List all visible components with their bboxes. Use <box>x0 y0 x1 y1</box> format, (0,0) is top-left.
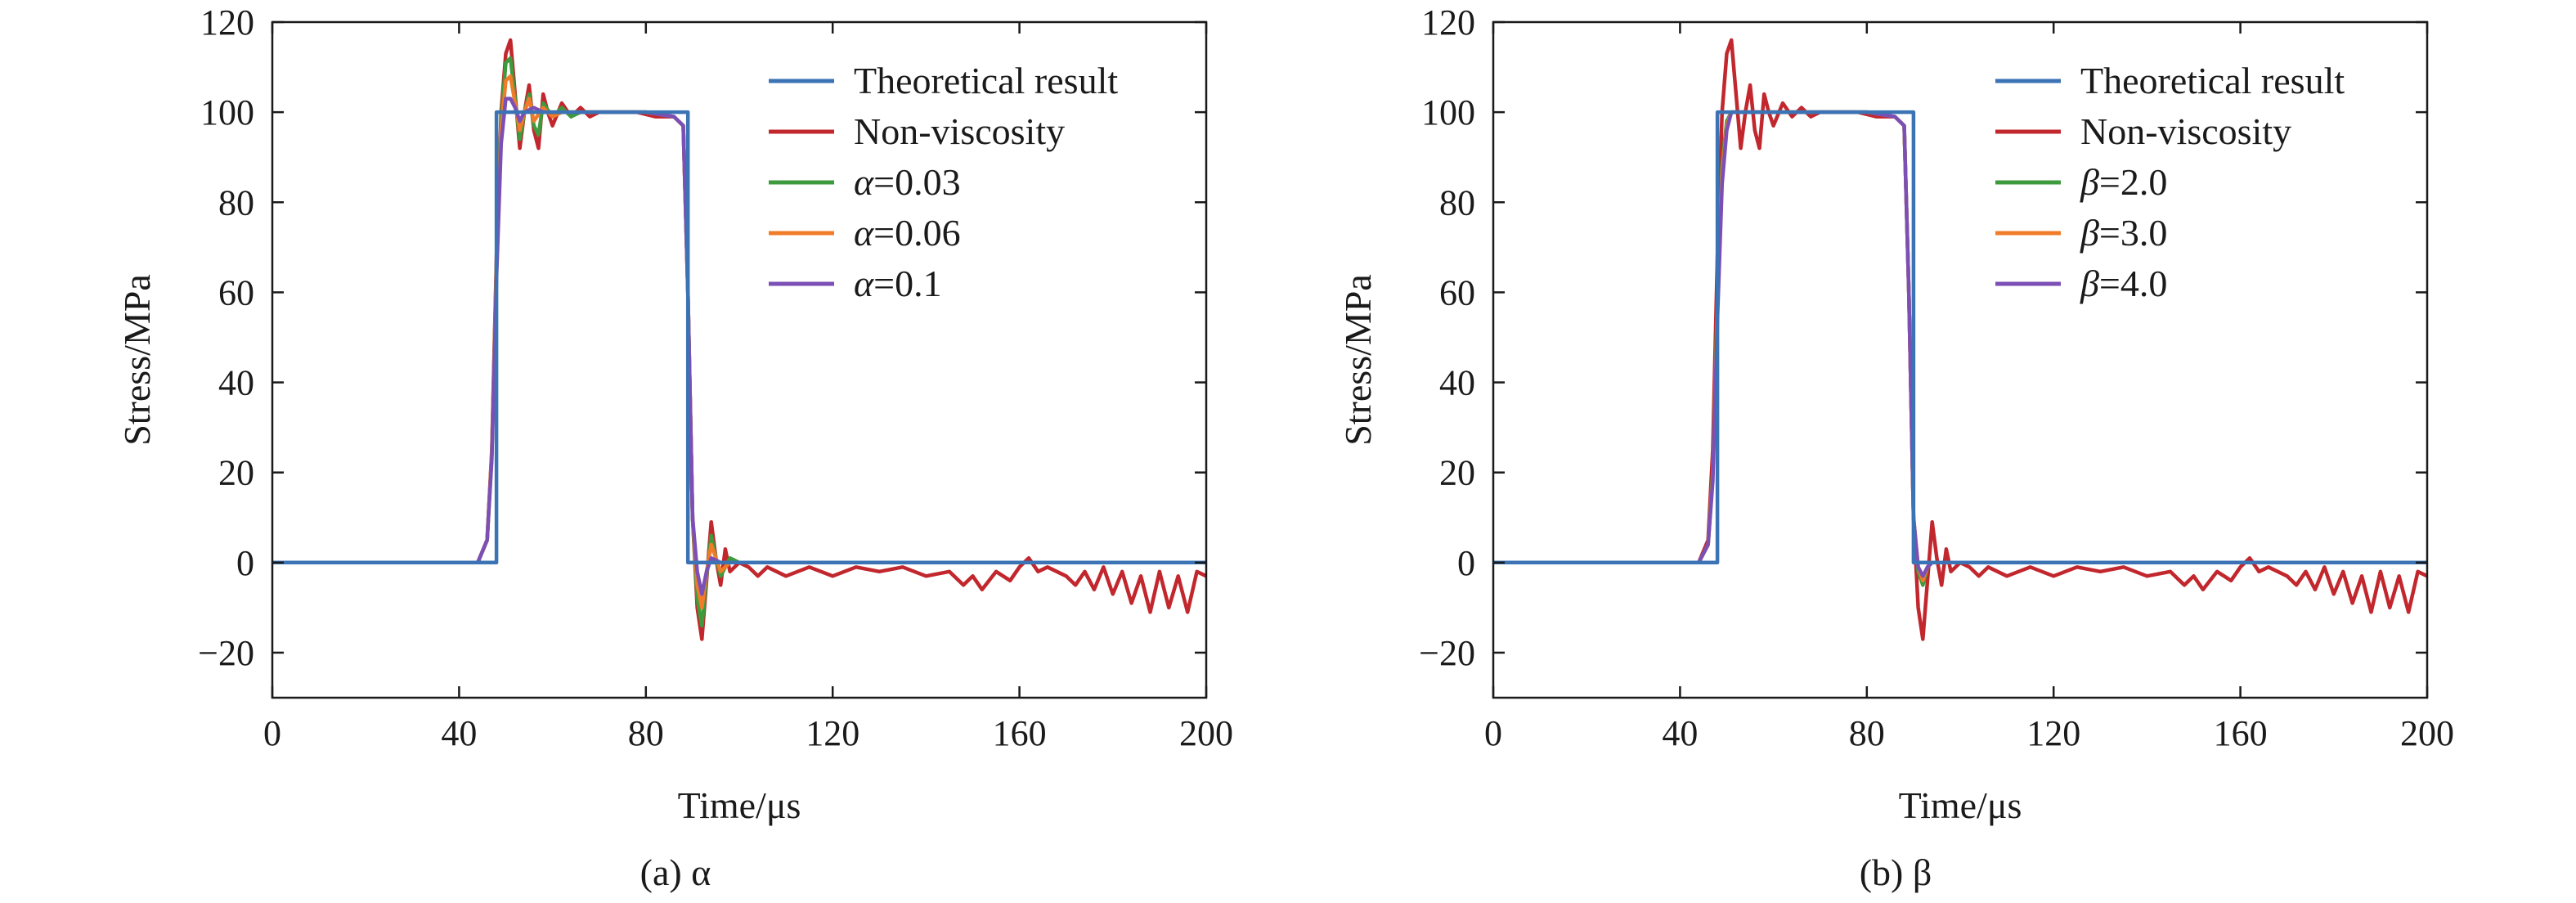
y-tick-label: 40 <box>1439 363 1475 403</box>
legend-entry: β=3.0 <box>2080 212 2167 254</box>
legend-entry: β=4.0 <box>2080 263 2167 304</box>
series-line-3 <box>272 56 1206 628</box>
legend-entry: Non-viscosity <box>854 110 1065 152</box>
legend-entry: Theoretical result <box>2080 60 2345 101</box>
x-tick-label: 160 <box>2214 713 2268 753</box>
y-tick-label: −20 <box>198 633 254 673</box>
series-line-1 <box>1493 110 2427 565</box>
legend-entry: β=2.0 <box>2080 161 2167 203</box>
y-tick-label: 120 <box>1421 2 1475 43</box>
series-line-4 <box>272 74 1206 610</box>
y-tick-label: −20 <box>1419 633 1475 673</box>
y-tick-label: 0 <box>1457 543 1475 583</box>
legend: Theoretical result Non-viscosity β=2.0 β=3.… <box>1995 60 2345 304</box>
y-tick-label: 60 <box>1439 272 1475 312</box>
y-tick-label: 20 <box>1439 453 1475 493</box>
plot-area <box>1493 38 2427 641</box>
x-tick-label: 40 <box>441 713 477 753</box>
legend-entry: α=0.1 <box>854 263 942 304</box>
x-axis-label: Time/μs <box>1899 784 2022 826</box>
y-tick-label: 80 <box>1439 182 1475 222</box>
plot-frame <box>1492 20 2429 699</box>
x-tick-label: 80 <box>628 713 664 753</box>
y-axis-label: Stress/MPa <box>1337 274 1379 446</box>
y-tick-label: 80 <box>218 182 254 222</box>
series-line-3 <box>1493 110 2427 587</box>
y-tick-label: 100 <box>200 92 254 133</box>
y-tick-label: 40 <box>218 363 254 403</box>
series-line-1 <box>272 110 1206 565</box>
series-line-4 <box>1493 110 2427 583</box>
y-tick-label: 100 <box>1421 92 1475 133</box>
plot-area <box>272 38 1206 641</box>
series-line-5 <box>272 97 1206 596</box>
legend-entry: Non-viscosity <box>2080 110 2291 152</box>
x-tick-label: 160 <box>993 713 1047 753</box>
panel-caption: (b) β <box>1860 851 1932 893</box>
panel-caption: (a) α <box>640 851 711 893</box>
legend-entry: Theoretical result <box>854 60 1118 101</box>
legend: Theoretical result Non-viscosity α=0.03 α=0… <box>769 60 1118 304</box>
y-tick-label: 20 <box>218 453 254 493</box>
series-line-5 <box>1493 110 2427 578</box>
x-axis-label: Time/μs <box>678 784 801 826</box>
x-tick-label: 40 <box>1662 713 1698 753</box>
x-tick-label: 120 <box>2026 713 2080 753</box>
y-tick-label: 120 <box>200 2 254 43</box>
legend-entry: α=0.06 <box>854 212 961 254</box>
x-tick-label: 80 <box>1849 713 1885 753</box>
x-tick-label: 0 <box>263 713 281 753</box>
y-axis-label: Stress/MPa <box>116 274 158 446</box>
x-tick-label: 200 <box>2400 713 2454 753</box>
y-tick-label: 0 <box>236 543 254 583</box>
series-line-2 <box>1493 38 2427 641</box>
legend-entry: α=0.03 <box>854 161 961 203</box>
y-tick-label: 60 <box>218 272 254 312</box>
plot-frame <box>271 20 1208 699</box>
panel-a: 0 40 80 120 160 200−20020406080100120Time/μsS… <box>116 2 1233 893</box>
series-line-2 <box>272 38 1206 641</box>
x-tick-label: 200 <box>1179 713 1233 753</box>
x-tick-label: 120 <box>806 713 859 753</box>
x-tick-label: 0 <box>1484 713 1502 753</box>
panel-b: 0 40 80 120 160 200−20020406080100120Time/μsS… <box>1337 2 2454 893</box>
